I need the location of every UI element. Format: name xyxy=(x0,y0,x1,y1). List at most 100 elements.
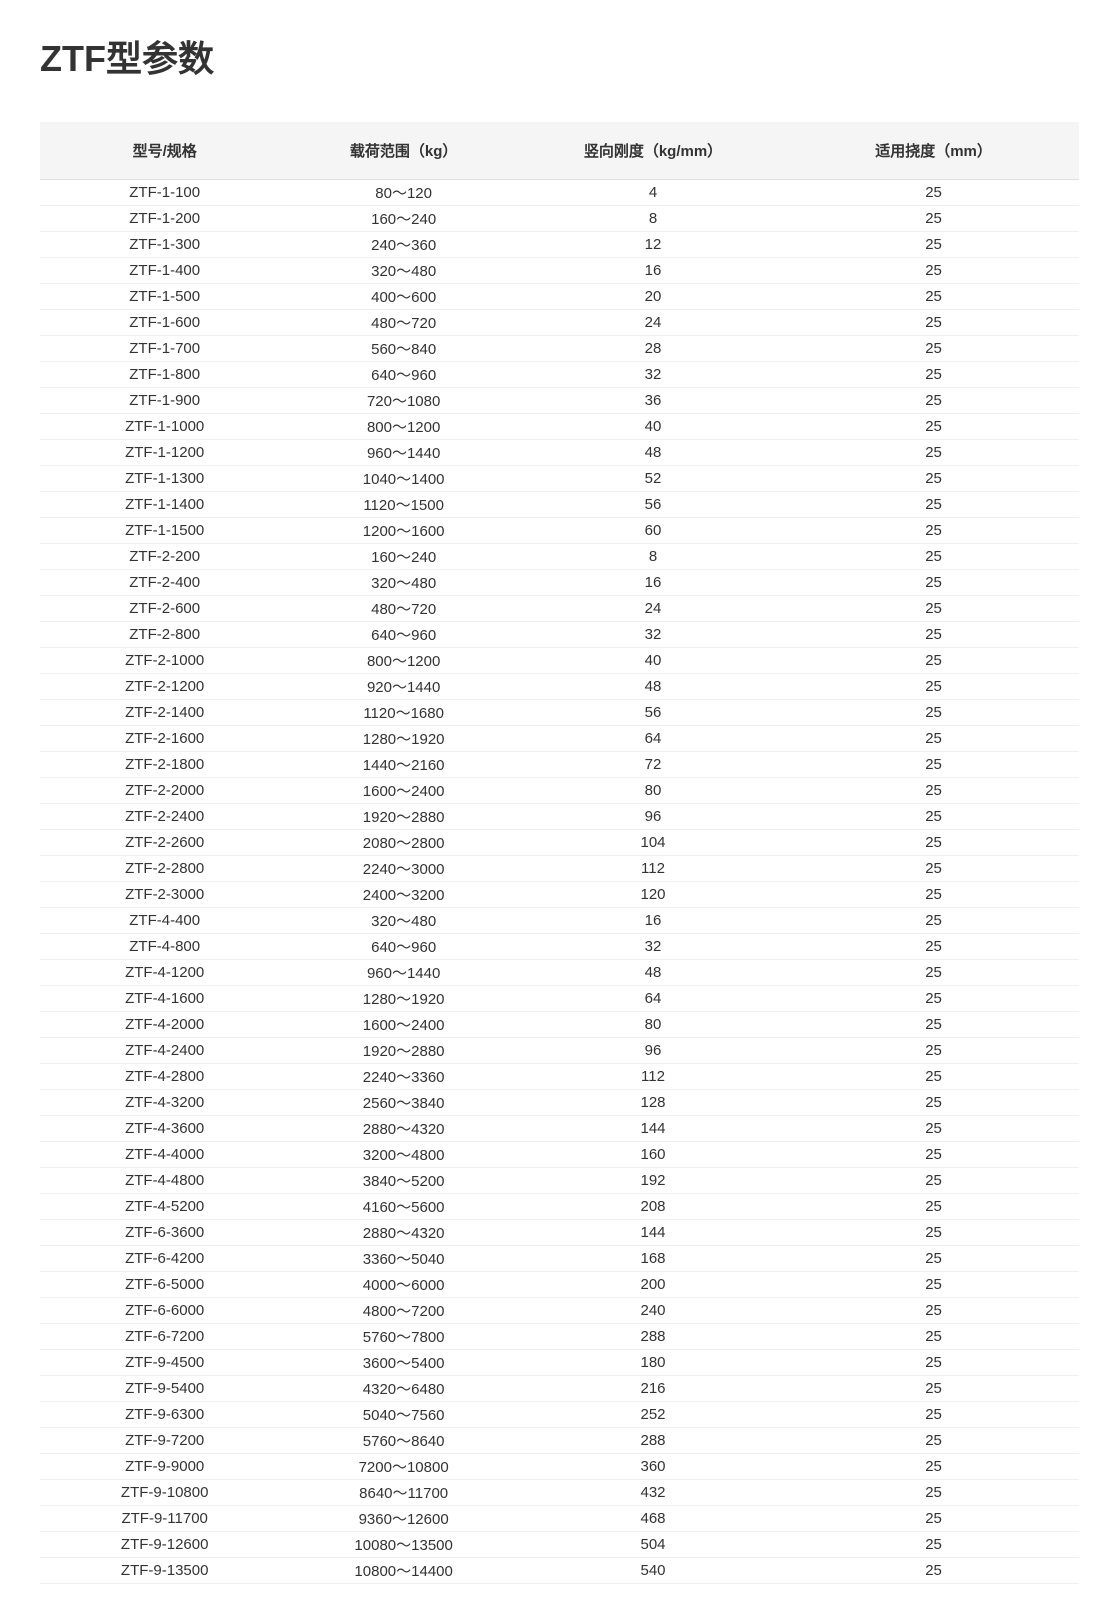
table-cell: 320～480 xyxy=(289,908,518,934)
table-cell: 80 xyxy=(518,778,788,804)
table-cell: ZTF-2-1000 xyxy=(40,648,289,674)
table-cell: 432 xyxy=(518,1480,788,1506)
table-cell: 24 xyxy=(518,596,788,622)
table-row: ZTF-2-14001120～16805625 xyxy=(40,700,1079,726)
table-row: ZTF-6-36002880～432014425 xyxy=(40,1220,1079,1246)
table-cell: ZTF-9-6300 xyxy=(40,1402,289,1428)
table-cell: 5760～8640 xyxy=(289,1428,518,1454)
table-cell: 560～840 xyxy=(289,336,518,362)
table-row: ZTF-4-48003840～520019225 xyxy=(40,1168,1079,1194)
table-cell: ZTF-2-2000 xyxy=(40,778,289,804)
table-cell: ZTF-4-400 xyxy=(40,908,289,934)
table-cell: ZTF-9-11700 xyxy=(40,1506,289,1532)
table-cell: 240 xyxy=(518,1298,788,1324)
table-cell: 28 xyxy=(518,336,788,362)
table-cell: 56 xyxy=(518,700,788,726)
table-row: ZTF-1-900720～10803625 xyxy=(40,388,1079,414)
table-row: ZTF-1-10080～120425 xyxy=(40,180,1079,206)
table-cell: 640～960 xyxy=(289,934,518,960)
table-cell: 240～360 xyxy=(289,232,518,258)
table-cell: ZTF-6-6000 xyxy=(40,1298,289,1324)
table-row: ZTF-9-90007200～1080036025 xyxy=(40,1454,1079,1480)
table-cell: 40 xyxy=(518,648,788,674)
table-cell: 48 xyxy=(518,960,788,986)
table-cell: ZTF-4-800 xyxy=(40,934,289,960)
table-cell: ZTF-2-3000 xyxy=(40,882,289,908)
table-cell: 25 xyxy=(788,908,1079,934)
table-cell: 32 xyxy=(518,622,788,648)
table-cell: 2240～3000 xyxy=(289,856,518,882)
table-cell: 504 xyxy=(518,1532,788,1558)
table-cell: 3360～5040 xyxy=(289,1246,518,1272)
table-cell: 3600～5400 xyxy=(289,1350,518,1376)
table-cell: 320～480 xyxy=(289,258,518,284)
table-cell: 208 xyxy=(518,1194,788,1220)
table-cell: 1120～1500 xyxy=(289,492,518,518)
table-cell: 960～1440 xyxy=(289,960,518,986)
table-cell: 25 xyxy=(788,622,1079,648)
table-cell: 25 xyxy=(788,1480,1079,1506)
table-cell: 32 xyxy=(518,934,788,960)
table-cell: 120 xyxy=(518,882,788,908)
table-row: ZTF-1-15001200～16006025 xyxy=(40,518,1079,544)
table-cell: ZTF-9-5400 xyxy=(40,1376,289,1402)
table-cell: 25 xyxy=(788,674,1079,700)
table-cell: 5760～7800 xyxy=(289,1324,518,1350)
table-cell: 25 xyxy=(788,700,1079,726)
table-cell: 8 xyxy=(518,544,788,570)
table-row: ZTF-4-24001920～28809625 xyxy=(40,1038,1079,1064)
table-cell: ZTF-1-1500 xyxy=(40,518,289,544)
table-row: ZTF-2-26002080～280010425 xyxy=(40,830,1079,856)
table-cell: ZTF-4-4800 xyxy=(40,1168,289,1194)
table-cell: 24 xyxy=(518,310,788,336)
table-cell: 25 xyxy=(788,1558,1079,1584)
table-cell: ZTF-4-2000 xyxy=(40,1012,289,1038)
col-header-deflection: 适用挠度（mm） xyxy=(788,122,1079,180)
table-cell: 25 xyxy=(788,1298,1079,1324)
table-cell: 216 xyxy=(518,1376,788,1402)
table-cell: 25 xyxy=(788,388,1079,414)
table-cell: ZTF-9-4500 xyxy=(40,1350,289,1376)
table-cell: ZTF-9-13500 xyxy=(40,1558,289,1584)
table-cell: 5040～7560 xyxy=(289,1402,518,1428)
table-cell: 1920～2880 xyxy=(289,1038,518,1064)
table-row: ZTF-4-400320～4801625 xyxy=(40,908,1079,934)
table-cell: 8640～11700 xyxy=(289,1480,518,1506)
table-cell: 25 xyxy=(788,492,1079,518)
table-cell: 468 xyxy=(518,1506,788,1532)
table-cell: 80～120 xyxy=(289,180,518,206)
table-cell: 20 xyxy=(518,284,788,310)
table-cell: ZTF-4-1600 xyxy=(40,986,289,1012)
table-row: ZTF-4-36002880～432014425 xyxy=(40,1116,1079,1142)
table-cell: 480～720 xyxy=(289,310,518,336)
table-cell: 12 xyxy=(518,232,788,258)
table-row: ZTF-1-1200960～14404825 xyxy=(40,440,1079,466)
table-cell: ZTF-4-2400 xyxy=(40,1038,289,1064)
table-cell: ZTF-2-200 xyxy=(40,544,289,570)
table-cell: 25 xyxy=(788,648,1079,674)
table-cell: 32 xyxy=(518,362,788,388)
table-cell: ZTF-6-5000 xyxy=(40,1272,289,1298)
table-cell: 2400～3200 xyxy=(289,882,518,908)
table-cell: 25 xyxy=(788,284,1079,310)
table-cell: ZTF-9-12600 xyxy=(40,1532,289,1558)
table-cell: 25 xyxy=(788,258,1079,284)
table-row: ZTF-2-400320～4801625 xyxy=(40,570,1079,596)
table-row: ZTF-2-16001280～19206425 xyxy=(40,726,1079,752)
table-row: ZTF-9-1350010800～1440054025 xyxy=(40,1558,1079,1584)
table-cell: 64 xyxy=(518,726,788,752)
table-cell: 144 xyxy=(518,1220,788,1246)
table-cell: 25 xyxy=(788,232,1079,258)
table-cell: 2880～4320 xyxy=(289,1220,518,1246)
table-cell: 1280～1920 xyxy=(289,986,518,1012)
table-row: ZTF-9-54004320～648021625 xyxy=(40,1376,1079,1402)
table-row: ZTF-1-600480～7202425 xyxy=(40,310,1079,336)
table-cell: ZTF-2-600 xyxy=(40,596,289,622)
table-row: ZTF-4-20001600～24008025 xyxy=(40,1012,1079,1038)
table-cell: 540 xyxy=(518,1558,788,1584)
table-cell: 25 xyxy=(788,804,1079,830)
table-cell: 25 xyxy=(788,1116,1079,1142)
table-cell: 48 xyxy=(518,674,788,700)
table-row: ZTF-6-50004000～600020025 xyxy=(40,1272,1079,1298)
table-cell: ZTF-2-2800 xyxy=(40,856,289,882)
